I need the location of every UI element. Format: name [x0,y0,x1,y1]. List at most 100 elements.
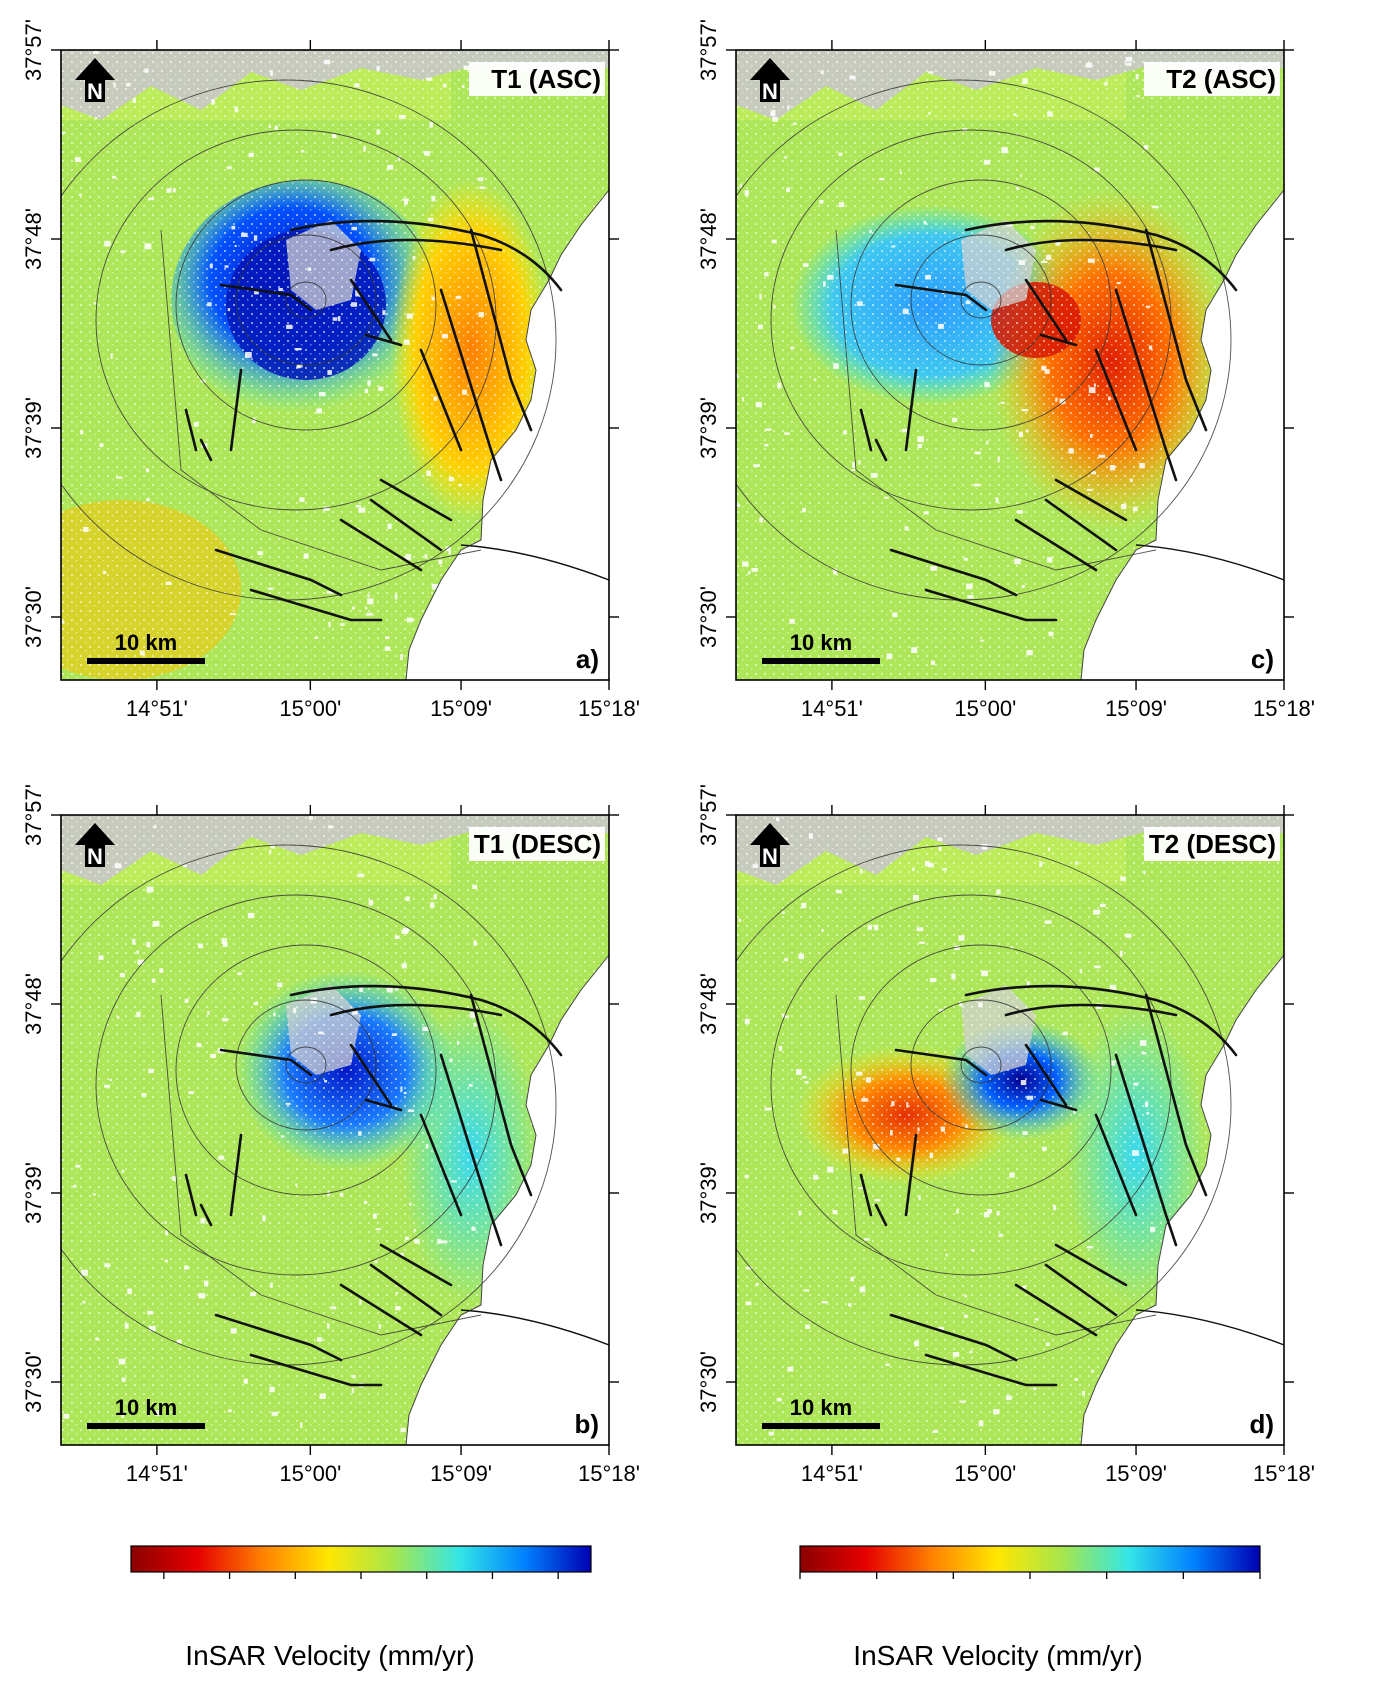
fault-line-d-1 [1004,1003,1178,1017]
fault-line-d-2 [1144,993,1208,1197]
fault-line-a-14 [349,278,393,342]
coastline-a [405,189,609,680]
contour-outer-b [160,994,482,1336]
fault-line-d-7 [1054,1243,1128,1287]
map-frame-a [60,49,610,681]
contour-line-b-2 [175,944,437,1196]
lon-label-b-1: 15°00' [279,1461,341,1486]
contour-line-a-2 [175,179,437,431]
lon-label-d-0: 14°51' [801,1461,863,1486]
north-arrow-shape [75,58,115,102]
map-figure: N T1 (ASC) a) 10 km 14°51' 15°00' 15°09' 15°18'… [21,19,1315,1609]
contour-line-c-0 [960,281,1002,319]
fault-line-b-6 [369,1263,443,1317]
colorbar-t2: −150−100−50050100150 [775,1545,1278,1609]
panel-title-a: T1 (ASC) [491,64,601,94]
lat-label-a-2: 37°39' [21,397,46,459]
contour-line-d-0 [960,1046,1002,1084]
speckle-a [61,50,609,680]
map-body-a [61,50,609,680]
colorbar-title-t1: InSAR Velocity (mm/yr) [185,1640,475,1671]
fault-line-a-0 [289,219,563,292]
fault-line-a-8 [214,548,343,597]
panel-title-bg-a [469,62,605,96]
lon-label-c-1: 15°00' [954,696,1016,721]
sea-d [1081,955,1284,1445]
fault-line-d-10 [859,1173,873,1217]
lat-label-b-0: 37°57' [21,784,46,846]
offshore-fault-d [1135,1309,1284,1346]
fault-line-a-9 [249,588,383,622]
colorbar-title-t2: InSAR Velocity (mm/yr) [853,1640,1143,1671]
axes-d: 14°51' 15°00' 15°09' 15°18' 37°57' 37°48' 37°3… [696,784,1315,1486]
scale-bar-c [762,658,880,664]
lat-label-a-1: 37°48' [21,208,46,270]
lon-label-b-3: 15°18' [578,1461,640,1486]
fault-line-a-6 [369,498,443,552]
lat-label-c-2: 37°39' [696,397,721,459]
lon-label-a-3: 15°18' [578,696,640,721]
north-label: N [762,844,778,869]
fault-line-b-13 [219,1048,313,1077]
fault-line-b-2 [469,993,533,1197]
contour-line-b-1 [235,999,377,1131]
north-arrow-icon: N [75,823,115,869]
fault-line-c-9 [924,588,1058,622]
north-arrow-icon: N [750,58,790,104]
fault-line-c-0 [964,219,1238,292]
lon-label-a-0: 14°51' [126,696,188,721]
axes-a: 14°51' 15°00' 15°09' 15°18' 37°57' 37°48' 37°3… [21,19,640,721]
panel-letter-c: c) [1251,644,1274,674]
fault-line-d-4 [1094,1113,1138,1217]
map-panel-b: N T1 (DESC) b) 10 km 14°51' 15°00' 15°09' 15°18… [21,784,640,1486]
offshore-fault-c [1135,544,1284,581]
fault-line-d-14 [1024,1043,1068,1107]
fault-line-b-10 [184,1173,198,1217]
fault-line-c-8 [889,548,1018,597]
contour-outer-c [835,229,1157,571]
fault-line-c-14 [1024,278,1068,342]
map-panel-c: N T2 (ASC) c) 10 km 14°51' 15°00' 15°09' 15°18'… [696,19,1315,721]
axes-b: 14°51' 15°00' 15°09' 15°18' 37°57' 37°48' 37°3… [21,784,640,1486]
axes-c: 14°51' 15°00' 15°09' 15°18' 37°57' 37°48' 37°3… [696,19,1315,721]
fault-line-b-5 [339,1283,423,1337]
fault-line-a-5 [339,518,423,572]
scale-bar-d [762,1423,880,1429]
fault-line-d-6 [1044,1263,1118,1317]
lat-label-d-1: 37°48' [696,973,721,1035]
fault-line-c-7 [1054,478,1128,522]
lat-label-c-0: 37°57' [696,19,721,81]
panel-title-bg-b [469,827,605,861]
fault-line-c-11 [874,438,888,462]
fault-line-d-11 [874,1203,888,1227]
fault-line-a-4 [419,348,463,452]
lat-label-a-3: 37°30' [21,586,46,648]
coastline-c [1080,189,1284,680]
sea-c [1081,190,1284,680]
fault-line-c-10 [859,408,873,452]
faults-d [859,984,1238,1387]
lat-label-b-2: 37°39' [21,1162,46,1224]
fault-line-d-8 [889,1313,1018,1362]
contour-line-c-2 [850,179,1112,431]
map-body-c [736,50,1284,680]
lon-label-b-0: 14°51' [126,1461,188,1486]
fault-line-d-0 [964,984,1238,1057]
fault-line-d-12 [904,1133,918,1217]
fault-line-b-1 [329,1003,503,1017]
map-frame-b [60,814,610,1446]
contour-line-b-0 [285,1046,327,1084]
fault-line-d-9 [924,1353,1058,1387]
offshore-fault-b [460,1309,609,1346]
lon-label-c-2: 15°09' [1105,696,1167,721]
fault-line-b-3 [439,1053,503,1247]
coastline-b [405,954,609,1445]
north-arrow-icon: N [750,823,790,869]
map-frame-c [735,49,1285,681]
sea-a [406,190,609,680]
fault-line-d-15 [1039,1098,1078,1112]
lon-label-b-2: 15°09' [430,1461,492,1486]
lat-label-b-1: 37°48' [21,973,46,1035]
lat-label-c-1: 37°48' [696,208,721,270]
lat-label-b-3: 37°30' [21,1351,46,1413]
